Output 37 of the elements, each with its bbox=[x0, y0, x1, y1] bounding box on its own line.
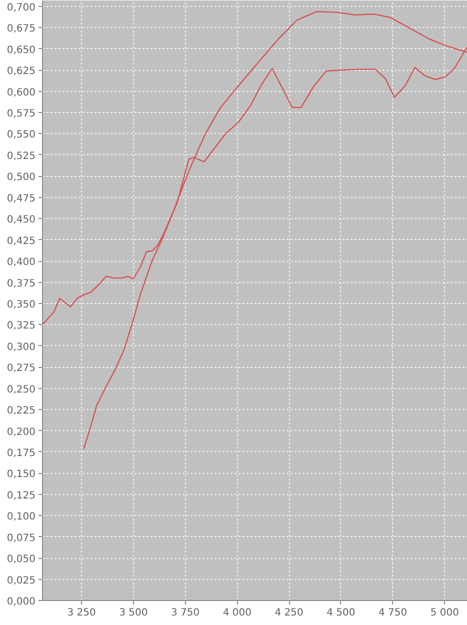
y-tick-label: 0,600 bbox=[6, 87, 36, 98]
y-tick-label: 0,525 bbox=[6, 150, 36, 162]
x-tick-label: 3 250 bbox=[67, 608, 96, 618]
y-tick-label: 0,350 bbox=[6, 299, 36, 310]
y-tick-label: 0,150 bbox=[6, 469, 36, 480]
y-tick-label: 0,225 bbox=[6, 406, 36, 417]
y-tick-label: 0,275 bbox=[6, 363, 36, 374]
y-tick-label: 0,450 bbox=[6, 214, 36, 226]
y-tick-label: 0,050 bbox=[6, 554, 36, 566]
y-tick-label: 0,200 bbox=[6, 426, 36, 438]
y-tick-label: 0,575 bbox=[6, 108, 36, 120]
x-tick-label: 5 000 bbox=[430, 608, 459, 618]
x-tick-label: 4 750 bbox=[378, 608, 408, 618]
x-tick-label: 4 000 bbox=[222, 608, 252, 618]
y-tick-label: 0,375 bbox=[6, 278, 36, 290]
y-tick-label: 0,075 bbox=[6, 532, 36, 544]
y-tick-label: 0,250 bbox=[6, 384, 36, 396]
y-tick-label: 0,625 bbox=[6, 66, 36, 78]
y-tick-label: 0,650 bbox=[6, 44, 36, 56]
y-tick-label: 0,175 bbox=[6, 448, 36, 459]
y-tick-label: 0,700 bbox=[6, 2, 36, 14]
x-tick-label: 3 750 bbox=[170, 608, 200, 618]
y-tick-label: 0,000 bbox=[6, 596, 36, 608]
y-tick-label: 0,025 bbox=[6, 575, 36, 586]
x-tick-label: 3 500 bbox=[119, 608, 148, 618]
y-tick-label: 0,325 bbox=[6, 320, 36, 332]
y-tick-label: 0,300 bbox=[6, 342, 36, 353]
y-tick-label: 0,550 bbox=[6, 130, 36, 141]
y-tick-label: 0,425 bbox=[6, 236, 36, 247]
y-tick-label: 0,475 bbox=[6, 193, 36, 204]
y-tick-label: 0,125 bbox=[6, 490, 36, 502]
y-tick-label: 0,500 bbox=[6, 172, 36, 184]
y-tick-label: 0,400 bbox=[6, 257, 36, 268]
y-tick-label: 0,100 bbox=[6, 512, 36, 523]
y-tick-label: 0,675 bbox=[6, 24, 36, 35]
x-tick-label: 4 250 bbox=[274, 608, 304, 618]
x-tick-label: 4 500 bbox=[326, 608, 356, 618]
